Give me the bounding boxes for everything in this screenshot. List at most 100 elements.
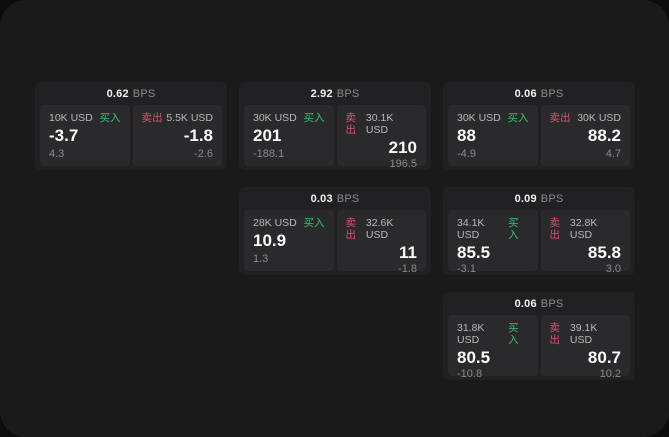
sell-panel[interactable]: 卖出 30.1K USD 210 196.5: [336, 105, 426, 170]
sell-delta: 196.5: [389, 158, 417, 170]
panel-top: 卖出 30.1K USD: [346, 112, 418, 136]
bps-unit: BPS: [336, 192, 360, 205]
bps-value: 0.06: [514, 87, 537, 100]
buy-value: 88: [457, 126, 476, 145]
bps-unit: BPS: [336, 87, 360, 100]
buy-value: 10.9: [253, 231, 287, 250]
buy-label: 买入: [303, 217, 325, 229]
sell-amount: 39.1K USD: [569, 322, 598, 346]
card-header: 0.62 BPS: [40, 82, 222, 105]
sell-label: 卖出: [345, 112, 357, 136]
sell-amount: 30.1K USD: [365, 112, 394, 136]
sell-value: 210: [388, 138, 417, 157]
buy-panel[interactable]: 30K USD 买入 88 -4.9: [448, 105, 538, 166]
card-header: 0.06 BPS: [448, 82, 630, 105]
buy-amount: 10K USD: [49, 112, 93, 124]
sell-value: 85.8: [587, 243, 621, 262]
card-panels: 30K USD 买入 88 -4.9 卖出 30K USD 88.2 4.7: [448, 105, 630, 166]
panel-top: 31.8K USD 买入: [457, 322, 529, 346]
panel-top: 卖出 5.5K USD: [142, 112, 214, 124]
buy-label: 买入: [507, 112, 529, 124]
card-panels: 30K USD 买入 201 -188.1 卖出 30.1K USD 210 1…: [244, 105, 426, 170]
buy-delta: -188.1: [253, 148, 285, 160]
quote-card-grid: 0.62 BPS 10K USD 买入 -3.7 4.3 卖出 5.5K USD: [35, 82, 635, 380]
sell-panel[interactable]: 卖出 5.5K USD -1.8 -2.6: [132, 105, 222, 166]
panel-top: 卖出 32.8K USD: [550, 217, 622, 241]
quote-card: 0.06 BPS 30K USD 买入 88 -4.9 卖出 30K USD: [443, 82, 635, 170]
bps-value: 0.62: [106, 87, 129, 100]
buy-value: 80.5: [457, 348, 491, 367]
sell-value: -1.8: [183, 126, 213, 145]
buy-amount: 31.8K USD: [457, 322, 485, 346]
quote-card: 0.03 BPS 28K USD 买入 10.9 1.3 卖出 32.6K US…: [239, 187, 431, 275]
sell-value: 11: [399, 243, 417, 262]
sell-label: 卖出: [549, 217, 561, 241]
sell-panel[interactable]: 卖出 39.1K USD 80.7 10.2: [540, 315, 630, 380]
buy-panel[interactable]: 30K USD 买入 201 -188.1: [244, 105, 334, 166]
buy-panel[interactable]: 10K USD 买入 -3.7 4.3: [40, 105, 130, 166]
bps-value: 0.06: [514, 297, 537, 310]
panel-top: 34.1K USD 买入: [457, 217, 529, 241]
card-panels: 31.8K USD 买入 80.5 -10.8 卖出 39.1K USD 80.…: [448, 315, 630, 380]
panel-top: 30K USD 买入: [457, 112, 529, 124]
bps-unit: BPS: [540, 87, 564, 100]
sell-panel[interactable]: 卖出 32.8K USD 85.8 3.0: [540, 210, 630, 275]
buy-panel[interactable]: 31.8K USD 买入 80.5 -10.8: [448, 315, 538, 380]
sell-amount: 30K USD: [577, 112, 621, 124]
buy-amount: 30K USD: [457, 112, 501, 124]
quote-card: 0.06 BPS 31.8K USD 买入 80.5 -10.8 卖出 39.1…: [443, 292, 635, 380]
quote-card: 0.62 BPS 10K USD 买入 -3.7 4.3 卖出 5.5K USD: [35, 82, 227, 170]
sell-panel[interactable]: 卖出 32.6K USD 11 -1.8: [336, 210, 426, 275]
buy-label: 买入: [508, 322, 519, 346]
sell-label: 卖出: [141, 112, 163, 124]
bps-unit: BPS: [540, 297, 564, 310]
buy-delta: 1.3: [253, 253, 269, 265]
card-header: 0.03 BPS: [244, 187, 426, 210]
bps-value: 0.03: [310, 192, 333, 205]
buy-amount: 28K USD: [253, 217, 297, 229]
panel-top: 卖出 32.6K USD: [346, 217, 418, 241]
buy-amount: 34.1K USD: [457, 217, 485, 241]
sell-amount: 32.6K USD: [365, 217, 394, 241]
panel-top: 卖出 30K USD: [550, 112, 622, 124]
sell-delta: 4.7: [605, 148, 621, 160]
buy-panel[interactable]: 28K USD 买入 10.9 1.3: [244, 210, 334, 271]
bps-value: 0.09: [514, 192, 537, 205]
sell-delta: -2.6: [194, 148, 213, 160]
sell-delta: 3.0: [605, 263, 621, 275]
buy-delta: -4.9: [457, 148, 476, 160]
sell-value: 80.7: [587, 348, 621, 367]
panel-top: 30K USD 买入: [253, 112, 325, 124]
quote-card: 2.92 BPS 30K USD 买入 201 -188.1 卖出 30.1K …: [239, 82, 431, 170]
sell-value: 88.2: [587, 126, 621, 145]
card-panels: 34.1K USD 买入 85.5 -3.1 卖出 32.8K USD 85.8…: [448, 210, 630, 275]
card-panels: 28K USD 买入 10.9 1.3 卖出 32.6K USD 11 -1.8: [244, 210, 426, 275]
card-header: 0.06 BPS: [448, 292, 630, 315]
buy-delta: 4.3: [49, 148, 65, 160]
buy-delta: -10.8: [457, 368, 483, 380]
sell-delta: -1.8: [398, 263, 417, 275]
sell-panel[interactable]: 卖出 30K USD 88.2 4.7: [540, 105, 630, 166]
buy-delta: -3.1: [457, 263, 476, 275]
buy-panel[interactable]: 34.1K USD 买入 85.5 -3.1: [448, 210, 538, 275]
sell-delta: 10.2: [599, 368, 621, 380]
card-header: 0.09 BPS: [448, 187, 630, 210]
buy-label: 买入: [99, 112, 121, 124]
sell-amount: 32.8K USD: [569, 217, 598, 241]
buy-amount: 30K USD: [253, 112, 297, 124]
buy-value: 85.5: [457, 243, 491, 262]
buy-value: -3.7: [49, 126, 79, 145]
quote-card: 0.09 BPS 34.1K USD 买入 85.5 -3.1 卖出 32.8K…: [443, 187, 635, 275]
sell-amount: 5.5K USD: [166, 112, 213, 124]
sell-label: 卖出: [549, 322, 561, 346]
bps-unit: BPS: [132, 87, 156, 100]
buy-label: 买入: [303, 112, 325, 124]
panel-top: 卖出 39.1K USD: [550, 322, 622, 346]
panel-top: 28K USD 买入: [253, 217, 325, 229]
buy-label: 买入: [508, 217, 519, 241]
sell-label: 卖出: [345, 217, 357, 241]
bps-unit: BPS: [540, 192, 564, 205]
panel-top: 10K USD 买入: [49, 112, 121, 124]
card-panels: 10K USD 买入 -3.7 4.3 卖出 5.5K USD -1.8 -2.…: [40, 105, 222, 166]
